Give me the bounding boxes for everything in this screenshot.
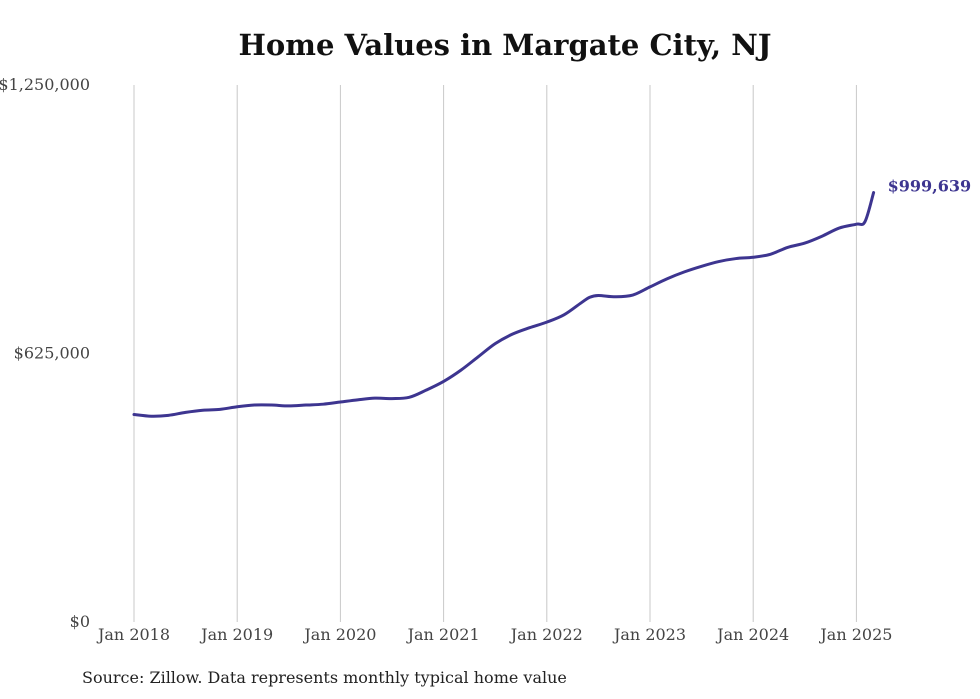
x-tick-label-0: Jan 2018 [96,625,170,644]
y-tick-label-0: $0 [70,612,90,631]
y-axis-ticks: $0 $625,000 $1,250,000 [0,75,90,631]
y-tick-label-1: $625,000 [14,344,90,363]
x-tick-label-1: Jan 2019 [199,625,273,644]
y-tick-label-2: $1,250,000 [0,75,90,94]
chart-title: Home Values in Margate City, NJ [238,28,772,62]
gridlines [133,85,857,622]
home-value-line [132,191,876,418]
x-tick-label-2: Jan 2020 [302,625,376,644]
x-tick-label-4: Jan 2022 [509,625,583,644]
x-tick-label-7: Jan 2025 [818,625,892,644]
x-tick-label-3: Jan 2021 [406,625,480,644]
x-axis-ticks: Jan 2018 Jan 2019 Jan 2020 Jan 2021 Jan 2022… [96,625,892,644]
x-tick-label-5: Jan 2023 [612,625,686,644]
latest-value-label: $999,639 [888,177,972,196]
source-note: Source: Zillow. Data represents monthly … [82,668,567,687]
x-tick-label-6: Jan 2024 [715,625,789,644]
